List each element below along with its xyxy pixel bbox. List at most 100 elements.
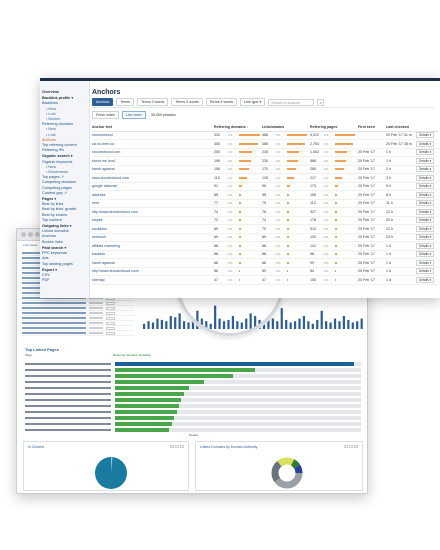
sidebar-item[interactable]: Best by links' growth bbox=[42, 207, 77, 212]
backlink-url[interactable] bbox=[22, 302, 86, 304]
col-referring-pages[interactable]: Referring pages bbox=[310, 124, 358, 132]
linked-page-url[interactable] bbox=[25, 410, 111, 413]
tab-terms-4-words[interactable]: Terms 4 words bbox=[205, 98, 238, 106]
anchor-text[interactable]: shout me loud bbox=[92, 156, 214, 166]
panel-tools[interactable] bbox=[344, 445, 358, 448]
sidebar-item[interactable]: Backlinks bbox=[42, 101, 59, 106]
details-dropdown[interactable]: Details ▾ bbox=[416, 149, 435, 156]
details-dropdown[interactable]: Details ▾ bbox=[416, 276, 435, 283]
details-dropdown[interactable]: Details ▾ bbox=[416, 251, 435, 258]
linked-page-url[interactable] bbox=[25, 368, 111, 371]
sidebar-item[interactable]: Broken links bbox=[42, 239, 63, 244]
linked-page-url[interactable] bbox=[25, 362, 111, 365]
details-button[interactable] bbox=[106, 326, 115, 330]
anchor-text[interactable]: www.shoutmeloud.com bbox=[92, 173, 214, 183]
anchor-text[interactable]: backlink bbox=[92, 250, 214, 259]
col-last-checked[interactable]: Last checked bbox=[386, 124, 416, 132]
anchor-text[interactable]: backlinks bbox=[92, 224, 214, 234]
tab-anchors[interactable]: Anchors bbox=[92, 98, 114, 106]
details-dropdown[interactable]: Details ▾ bbox=[416, 234, 435, 241]
anchor-text[interactable]: affiliate marketing bbox=[92, 241, 214, 251]
sidebar-item[interactable]: PDF bbox=[42, 278, 50, 283]
sidebar-item[interactable]: Pages ▾ bbox=[42, 197, 57, 202]
details-button[interactable] bbox=[106, 306, 115, 310]
sidebar-item[interactable]: Ads bbox=[42, 256, 49, 261]
search-input[interactable]: Search in anchors bbox=[268, 98, 315, 106]
backlink-url[interactable] bbox=[22, 322, 86, 324]
sidebar-item[interactable]: Competing pages bbox=[42, 185, 72, 190]
backlink-url[interactable] bbox=[22, 312, 86, 314]
tab-terms[interactable]: Terms bbox=[116, 98, 134, 106]
sidebar-item[interactable]: • Lost bbox=[46, 111, 56, 116]
anchor-text[interactable]: adsense bbox=[92, 190, 214, 200]
link-type-dropdown[interactable]: Link type ▾ bbox=[240, 98, 266, 106]
tab-terms-2-words[interactable]: Terms 2 words bbox=[136, 98, 169, 106]
sidebar-item[interactable]: Top pages ↗ bbox=[42, 175, 64, 180]
backlink-url[interactable] bbox=[22, 327, 86, 329]
linked-pages-details-link[interactable]: Details bbox=[189, 433, 199, 437]
anchor-text[interactable]: harsh agrawal bbox=[92, 165, 214, 174]
sidebar-item[interactable]: Organic search ▾ bbox=[42, 154, 73, 159]
anchor-text[interactable]: semrush bbox=[92, 233, 214, 242]
details-dropdown[interactable]: Details ▾ bbox=[416, 200, 435, 207]
col-linkdomains[interactable]: Linkdomains bbox=[262, 124, 310, 132]
sidebar-item[interactable]: • Broken bbox=[46, 117, 61, 122]
col-anchor-text[interactable]: Anchor text bbox=[92, 124, 214, 132]
col-first-seen[interactable]: First seen bbox=[358, 124, 386, 132]
details-dropdown[interactable]: Details ▾ bbox=[416, 166, 435, 173]
linked-page-url[interactable] bbox=[25, 416, 111, 419]
sidebar-item[interactable]: • New bbox=[46, 106, 56, 111]
details-dropdown[interactable]: Details ▾ bbox=[416, 174, 435, 181]
anchor-text[interactable]: ua.no-bern.ou bbox=[92, 139, 214, 149]
sidebar-item[interactable]: • Lost bbox=[46, 132, 56, 137]
tab-terms-3-words[interactable]: Terms 3 words bbox=[171, 98, 203, 106]
details-dropdown[interactable]: Details ▾ bbox=[416, 225, 435, 232]
live-index-button[interactable]: Live index bbox=[121, 111, 146, 119]
details-dropdown[interactable]: Details ▾ bbox=[416, 259, 435, 266]
window-close-icon[interactable] bbox=[21, 232, 26, 237]
col-referring-domains[interactable]: Referring domains ↓ bbox=[214, 124, 262, 132]
sidebar-item[interactable]: Anchors bbox=[42, 137, 56, 142]
sidebar-item[interactable]: Top referring content bbox=[42, 143, 77, 148]
backlink-url[interactable] bbox=[22, 332, 86, 334]
sidebar-item[interactable]: Top content bbox=[42, 217, 62, 222]
anchor-text[interactable]: shoutmeloud.com bbox=[92, 148, 214, 157]
sidebar-item[interactable]: Referring IPs bbox=[42, 148, 65, 153]
sidebar-item[interactable]: Paid search ▾ bbox=[42, 245, 67, 250]
linked-page-url[interactable] bbox=[25, 386, 111, 389]
details-dropdown[interactable]: Details ▾ bbox=[416, 191, 435, 198]
details-button[interactable] bbox=[106, 301, 115, 305]
anchor-text[interactable]: sitemap bbox=[92, 275, 214, 285]
sidebar-item[interactable]: Top landing pages bbox=[42, 261, 73, 266]
sidebar-item[interactable]: • New bbox=[46, 127, 56, 132]
panel-tools[interactable] bbox=[170, 445, 184, 448]
sidebar-item[interactable]: PPC keywords bbox=[42, 251, 67, 256]
sidebar-item[interactable]: Export ▾ bbox=[42, 267, 57, 272]
details-dropdown[interactable]: Details ▾ bbox=[416, 242, 435, 249]
search-icon[interactable]: ⌕ bbox=[317, 98, 325, 106]
sidebar-item[interactable]: • New bbox=[46, 164, 56, 169]
details-button[interactable] bbox=[106, 331, 115, 335]
linked-page-url[interactable] bbox=[25, 392, 111, 395]
details-button[interactable] bbox=[106, 321, 115, 325]
anchor-text[interactable]: here bbox=[92, 199, 214, 208]
anchor-text[interactable]: shoutmeloud bbox=[92, 131, 214, 140]
details-button[interactable] bbox=[106, 311, 115, 315]
sidebar-item[interactable]: Anchors bbox=[42, 234, 56, 239]
backlink-url[interactable] bbox=[22, 297, 86, 299]
sidebar-item[interactable]: Best by links bbox=[42, 202, 64, 207]
sidebar-item[interactable]: Overview bbox=[42, 90, 59, 94]
sidebar-item[interactable]: Best by shares bbox=[42, 212, 68, 217]
details-dropdown[interactable]: Details ▾ bbox=[416, 217, 435, 224]
window-maximize-icon[interactable] bbox=[35, 232, 40, 237]
anchor-text[interactable]: google adsense bbox=[92, 182, 214, 191]
details-dropdown[interactable]: Details ▾ bbox=[416, 268, 435, 275]
sidebar-item[interactable]: Outgoing links ▾ bbox=[42, 224, 72, 229]
report-tab[interactable]: Link Views bbox=[23, 243, 38, 247]
sidebar-item[interactable]: Backlink profile ▾ bbox=[42, 96, 74, 101]
details-dropdown[interactable]: Details ▾ bbox=[416, 132, 435, 139]
linked-page-url[interactable] bbox=[25, 404, 111, 407]
anchor-text[interactable]: harsh agarwal bbox=[92, 258, 214, 268]
details-dropdown[interactable]: Details ▾ bbox=[416, 140, 435, 147]
details-dropdown[interactable]: Details ▾ bbox=[416, 183, 435, 190]
